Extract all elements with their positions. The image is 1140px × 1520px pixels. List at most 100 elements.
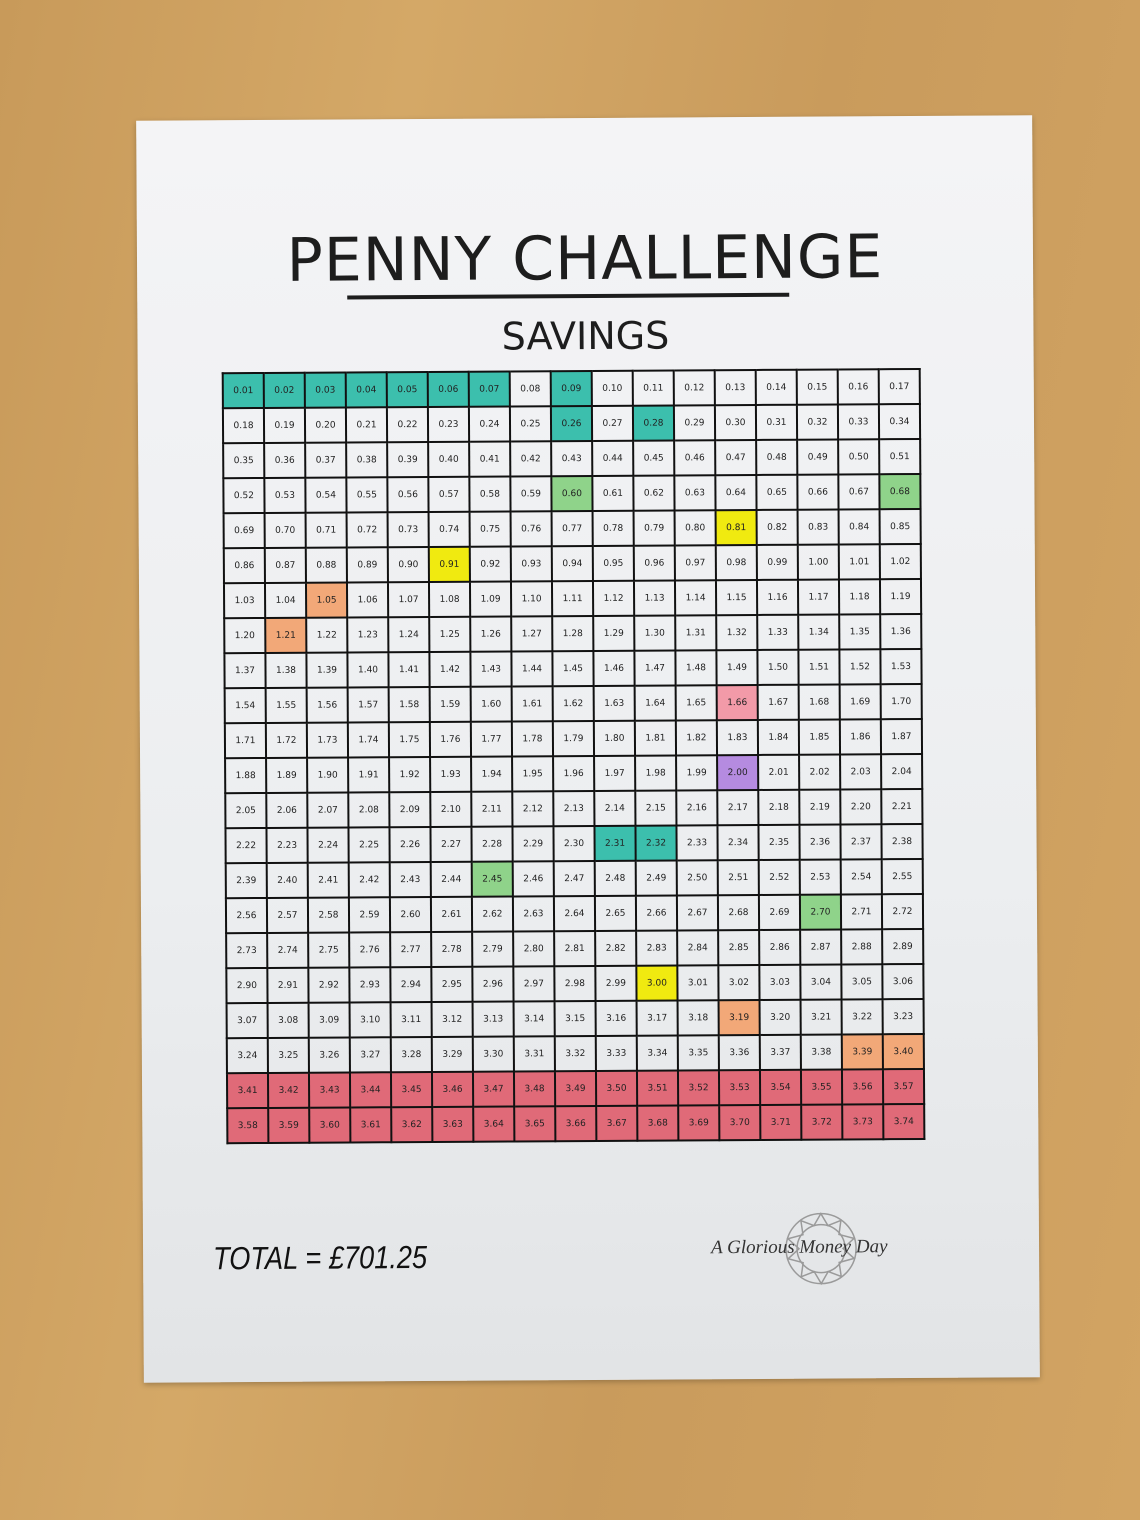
savings-cell: 2.42 xyxy=(348,862,390,898)
savings-cell: 1.69 xyxy=(839,684,881,720)
savings-cell: 2.31 xyxy=(594,825,636,861)
savings-cell: 2.60 xyxy=(389,896,432,933)
savings-cell: 2.53 xyxy=(799,859,841,895)
savings-cell: 1.52 xyxy=(839,649,881,685)
savings-cell: 3.07 xyxy=(226,1002,268,1039)
savings-cell: 1.25 xyxy=(429,616,471,652)
savings-cell: 1.97 xyxy=(594,755,636,791)
savings-cell: 0.07 xyxy=(468,371,510,407)
savings-cell: 2.78 xyxy=(431,931,473,967)
savings-cell: 1.81 xyxy=(634,720,677,756)
savings-cell: 1.96 xyxy=(553,755,595,792)
savings-cell: 1.42 xyxy=(429,651,471,687)
savings-cell: 3.51 xyxy=(636,1070,679,1106)
savings-cell: 1.56 xyxy=(306,687,348,723)
savings-cell: 1.15 xyxy=(715,579,758,616)
savings-cell: 0.50 xyxy=(838,439,880,475)
savings-cell: 0.77 xyxy=(551,510,593,547)
savings-cell: 3.30 xyxy=(472,1036,514,1072)
savings-cell: 2.95 xyxy=(431,966,473,1002)
savings-cell: 1.80 xyxy=(593,720,636,756)
grid-row: 2.90 2.91 2.92 2.93 2.94 2.95 2.96 2.97 2.98 2.99… xyxy=(226,963,924,1004)
savings-cell: 0.73 xyxy=(387,511,429,548)
savings-cell: 2.77 xyxy=(390,931,432,968)
savings-cell: 0.56 xyxy=(387,476,429,513)
savings-cell: 1.59 xyxy=(429,686,471,722)
savings-cell: 3.13 xyxy=(472,1001,514,1037)
savings-cell: 0.10 xyxy=(591,370,633,406)
savings-cell: 1.93 xyxy=(430,756,472,792)
savings-cell: 1.34 xyxy=(798,614,840,650)
savings-cell: 2.07 xyxy=(307,792,349,828)
grid-row: 1.20 1.21 1.22 1.23 1.24 1.25 1.26 1.27 1.28 1.29… xyxy=(224,613,922,654)
savings-cell: 3.19 xyxy=(718,999,760,1036)
savings-cell: 3.66 xyxy=(555,1105,597,1142)
savings-cell: 0.45 xyxy=(633,440,675,476)
grid-row: 3.24 3.25 3.26 3.27 3.28 3.29 3.30 3.31 3.32 3.33… xyxy=(226,1033,924,1074)
savings-cell: 0.11 xyxy=(632,370,674,406)
savings-cell: 1.98 xyxy=(635,755,677,791)
savings-cell: 2.21 xyxy=(881,788,923,825)
savings-cell: 3.57 xyxy=(882,1068,925,1105)
savings-cell: 3.20 xyxy=(759,999,801,1035)
savings-cell: 0.18 xyxy=(222,407,265,444)
savings-cell: 3.24 xyxy=(226,1037,268,1074)
savings-cell: 1.03 xyxy=(223,582,266,619)
savings-cell: 1.62 xyxy=(552,685,594,722)
savings-cell: 0.98 xyxy=(715,544,757,581)
grid-row: 2.22 2.23 2.24 2.25 2.26 2.27 2.28 2.29 2.30 2.31… xyxy=(225,823,923,864)
page-title: PENNY CHALLENGE xyxy=(286,222,884,296)
grid-row: 0.69 0.70 0.71 0.72 0.73 0.74 0.75 0.76 0.77 0.78… xyxy=(223,508,921,549)
savings-cell: 0.37 xyxy=(305,442,347,478)
savings-cell: 1.79 xyxy=(552,720,595,757)
savings-cell: 0.58 xyxy=(469,476,511,512)
savings-cell: 1.21 xyxy=(265,617,307,653)
savings-cell: 3.50 xyxy=(595,1070,638,1106)
grid-row: 3.07 3.08 3.09 3.10 3.11 3.12 3.13 3.14 3.15 3.16… xyxy=(226,998,924,1039)
savings-cell: 3.41 xyxy=(226,1072,269,1109)
savings-cell: 0.92 xyxy=(469,546,511,582)
savings-cell: 1.08 xyxy=(428,581,471,617)
savings-cell: 3.06 xyxy=(882,963,924,1000)
savings-cell: 2.76 xyxy=(349,932,391,968)
savings-cell: 1.92 xyxy=(389,756,431,793)
savings-cell: 0.51 xyxy=(879,438,921,475)
savings-cell: 0.90 xyxy=(387,546,429,583)
savings-cell: 3.29 xyxy=(431,1036,473,1072)
savings-cell: 0.40 xyxy=(428,441,470,477)
savings-cell: 2.05 xyxy=(225,792,267,829)
savings-cell: 2.91 xyxy=(267,967,309,1003)
savings-cell: 3.31 xyxy=(513,1036,555,1072)
savings-cell: 1.11 xyxy=(551,580,594,617)
savings-cell: 0.57 xyxy=(428,476,470,512)
savings-cell: 1.33 xyxy=(757,614,799,650)
savings-cell: 2.32 xyxy=(635,825,677,861)
savings-cell: 2.72 xyxy=(881,893,924,930)
grid-row: 2.73 2.74 2.75 2.76 2.77 2.78 2.79 2.80 2.81 2.82… xyxy=(226,928,924,969)
savings-cell: 3.65 xyxy=(514,1106,556,1142)
savings-cell: 1.18 xyxy=(838,579,881,615)
savings-cell: 1.35 xyxy=(839,614,881,650)
savings-cell: 0.76 xyxy=(510,511,552,547)
savings-cell: 2.20 xyxy=(840,789,882,825)
savings-cell: 1.49 xyxy=(716,649,758,686)
savings-cell: 0.26 xyxy=(550,405,593,442)
savings-cell: 3.21 xyxy=(800,999,842,1035)
savings-cell: 0.39 xyxy=(387,441,429,478)
savings-cell: 0.03 xyxy=(304,372,346,408)
savings-cell: 0.04 xyxy=(345,372,387,408)
savings-cell: 1.82 xyxy=(675,720,718,756)
savings-cell: 3.08 xyxy=(267,1002,309,1038)
savings-cell: 1.38 xyxy=(265,652,307,688)
brand-name: A Glorious Money Day xyxy=(710,1236,888,1259)
savings-cell: 1.10 xyxy=(510,581,553,617)
savings-cell: 0.55 xyxy=(346,477,388,513)
savings-cell: 0.08 xyxy=(509,371,551,407)
savings-cell: 1.17 xyxy=(797,579,840,615)
savings-cell: 1.14 xyxy=(674,580,717,616)
savings-cell: 0.71 xyxy=(305,512,347,548)
savings-cell: 2.12 xyxy=(512,791,554,827)
savings-cell: 0.86 xyxy=(223,547,265,584)
savings-cell: 3.54 xyxy=(759,1069,802,1105)
savings-cell: 3.11 xyxy=(390,1001,432,1038)
